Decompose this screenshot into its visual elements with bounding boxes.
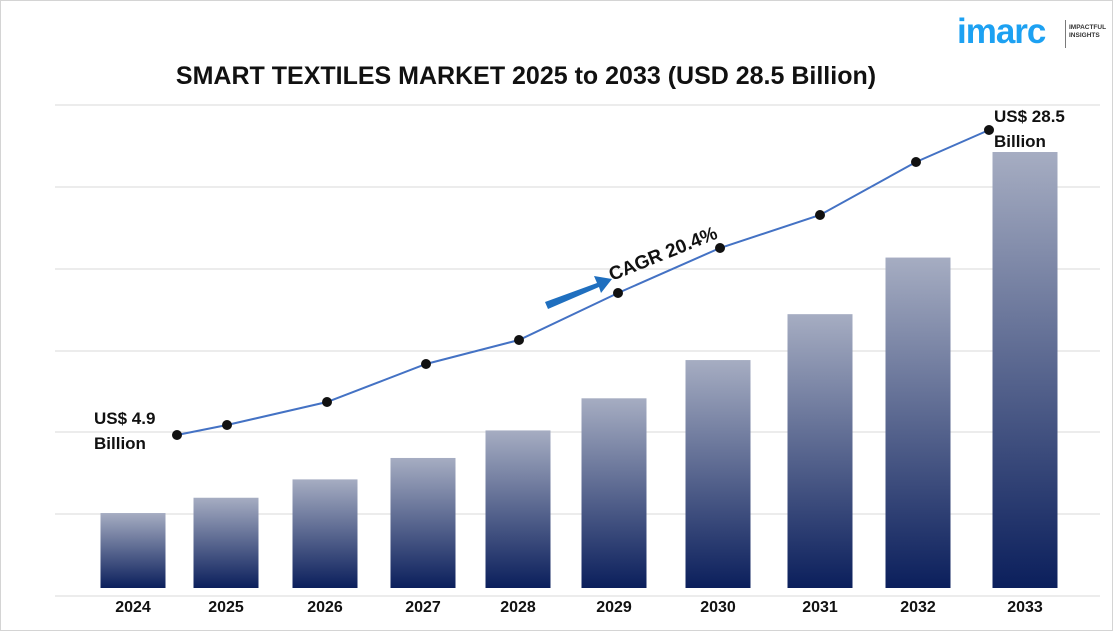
bar-2024 [100,513,166,588]
x-tick-label-2028: 2028 [500,599,536,616]
x-tick-label-2025: 2025 [208,599,244,616]
bar-2025 [193,497,259,588]
cagr-arrow [545,276,612,309]
bars [100,152,1058,588]
trend-point-2033 [984,125,994,135]
trend-point-2024 [172,430,182,440]
trend-point-2031 [815,210,825,220]
bar-2028 [485,430,551,588]
imarc-logo: imarc IMPACTFUL INSIGHTS [957,10,1107,51]
logo-tagline: IMPACTFUL INSIGHTS [1069,24,1106,40]
x-tick-label-2024: 2024 [115,599,151,616]
trend-point-2027 [421,359,431,369]
trend-point-2029 [613,288,623,298]
bar-2026 [292,479,358,588]
year-labels: 2024 2025 2026 2027 2028 2029 2030 2031 2032 2033 [115,599,1043,616]
trend-point-2030 [715,243,725,253]
start-value-label-line1: US$ 4.9 [94,409,155,428]
trend-point-2025 [222,420,232,430]
x-tick-label-2032: 2032 [900,599,936,616]
bar-2030 [685,360,751,588]
bar-2033 [992,152,1058,588]
trend-point-2032 [911,157,921,167]
trend-line [172,125,994,440]
x-tick-label-2033: 2033 [1007,599,1043,616]
logo-divider [1065,20,1066,48]
arrow-right-icon [545,276,612,309]
trend-point-2028 [514,335,524,345]
x-tick-label-2027: 2027 [405,599,441,616]
trend-polyline [176,129,990,436]
chart-title: SMART TEXTILES MARKET 2025 to 2033 (USD … [175,62,877,90]
bar-2029 [581,398,647,588]
x-tick-label-2031: 2031 [802,599,838,616]
bar-2031 [787,314,853,588]
x-tick-label-2026: 2026 [307,599,343,616]
logo-tagline-line2: INSIGHTS [1069,32,1100,39]
start-value-label-line2: Billion [94,434,146,453]
end-value-label-line1: US$ 28.5 [994,107,1065,126]
x-tick-label-2029: 2029 [596,599,632,616]
bar-2032 [885,257,951,588]
logo-word: imarc [957,12,1046,51]
bar-2027 [390,457,456,588]
x-tick-label-2030: 2030 [700,599,736,616]
trend-point-2026 [322,397,332,407]
end-value-label-line2: Billion [994,132,1046,151]
logo-tagline-line1: IMPACTFUL [1069,24,1107,31]
